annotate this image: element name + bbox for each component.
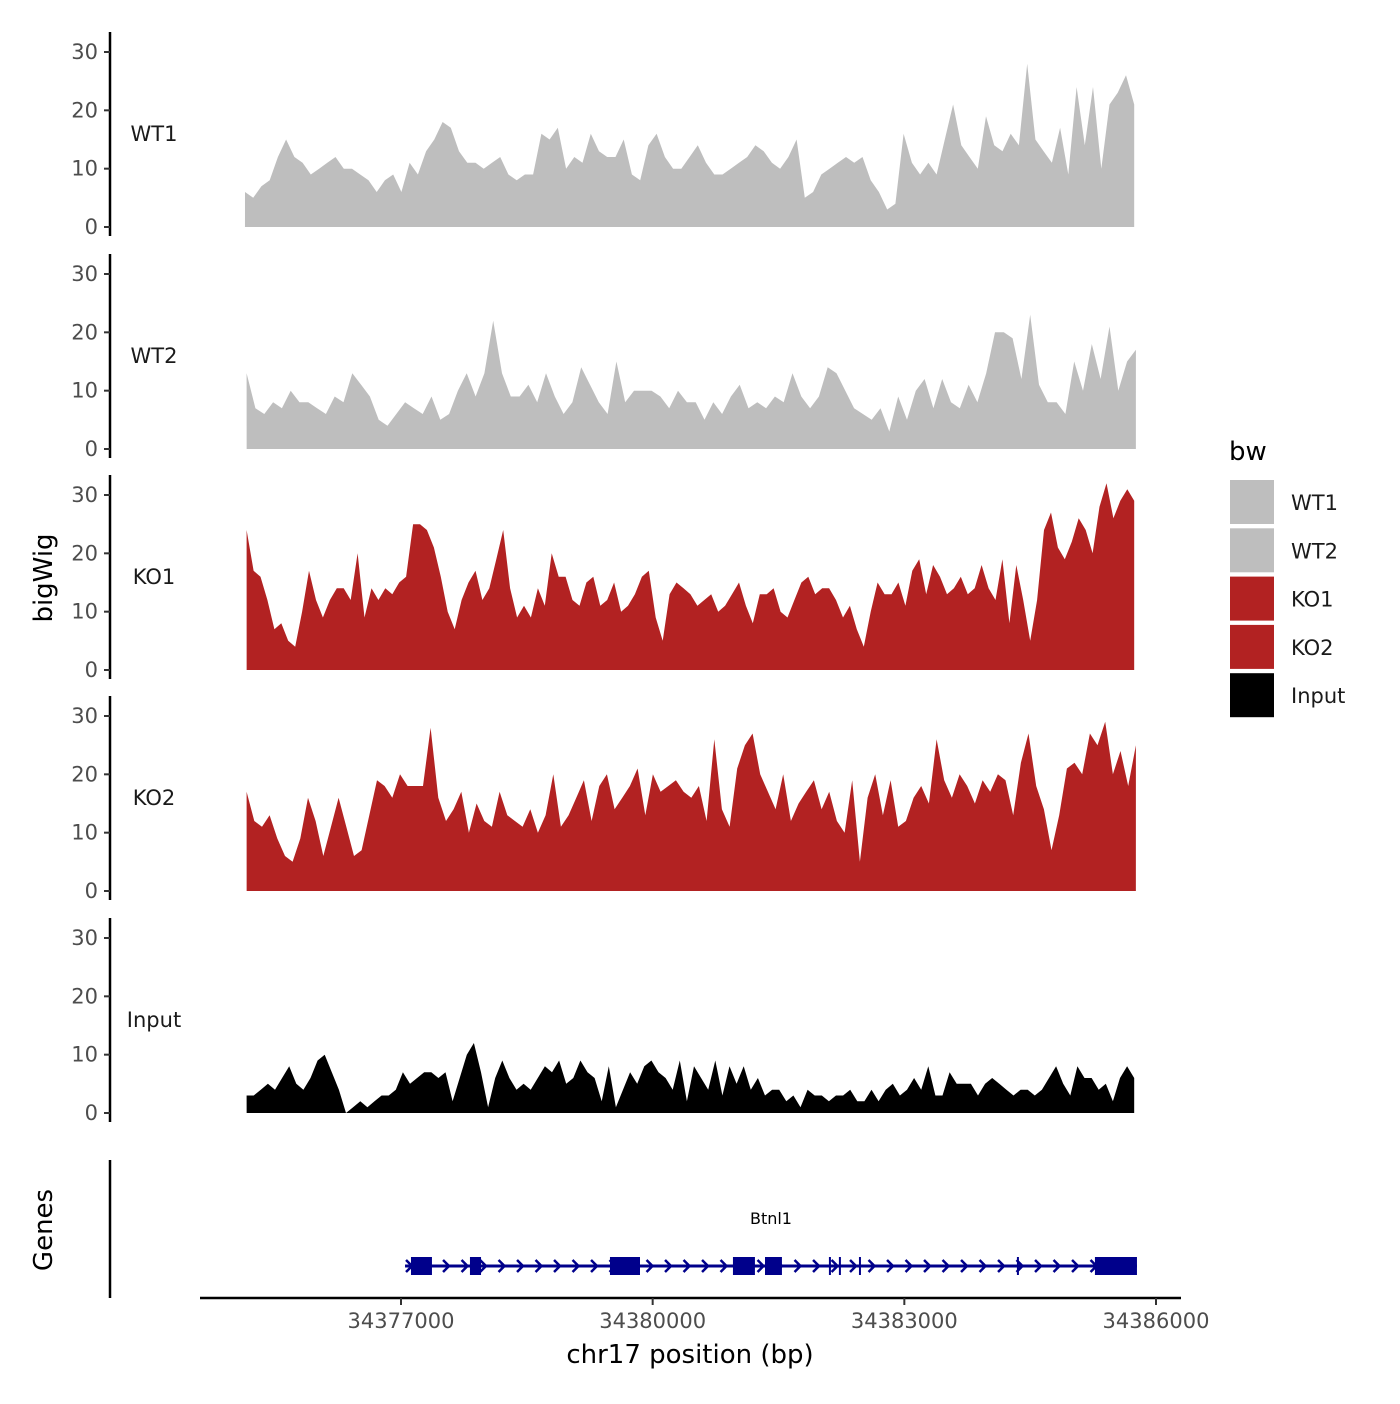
legend-entry-label: Input — [1291, 684, 1345, 708]
exon — [469, 1257, 482, 1275]
strand-arrow-icon — [886, 1259, 895, 1273]
exon — [732, 1257, 755, 1275]
coverage-area — [246, 483, 1135, 670]
strand-arrow-icon — [997, 1259, 1006, 1273]
strand-arrow-icon — [978, 1259, 988, 1273]
coverage-area — [244, 63, 1135, 228]
track-ko2: 0 10 20 30 KO2 — [71, 696, 1136, 903]
legend: bw WT1 WT2 KO1 KO2 Input — [1229, 437, 1345, 718]
strand-arrow-icon — [849, 1259, 858, 1273]
exon — [764, 1257, 782, 1275]
y-tick-label: 0 — [85, 1101, 98, 1125]
legend-title: bw — [1229, 437, 1267, 467]
y-tick-label: 10 — [71, 157, 98, 181]
strand-arrow-icon — [867, 1259, 877, 1273]
legend-entry-label: KO1 — [1291, 588, 1334, 612]
legend-swatch — [1230, 624, 1274, 669]
track-label: WT2 — [131, 344, 178, 368]
y-tick-label: 10 — [71, 600, 98, 624]
y-tick-label: 20 — [71, 541, 98, 565]
y-tick-label: 20 — [71, 762, 98, 786]
gene-name-label: Btnl1 — [750, 1209, 792, 1228]
strand-arrow-icon — [553, 1259, 562, 1273]
strand-arrow-icon — [479, 1259, 488, 1273]
strand-arrow-icon — [682, 1259, 692, 1273]
strand-arrow-icon — [664, 1259, 673, 1273]
exon — [609, 1257, 640, 1275]
strand-arrow-icon — [1034, 1259, 1043, 1273]
track-label: KO2 — [133, 786, 176, 810]
y-tick-label: 20 — [71, 320, 98, 344]
y-tick-label: 0 — [85, 437, 98, 461]
strand-arrow-icon — [960, 1259, 969, 1273]
strand-arrow-icon — [571, 1259, 581, 1273]
y-tick-label: 30 — [71, 704, 98, 728]
strand-arrow-icon — [442, 1259, 451, 1273]
x-axis-title: chr17 position (bp) — [566, 1340, 813, 1370]
strand-arrow-icon — [812, 1259, 821, 1273]
track-input: 0 10 20 30 Input — [71, 918, 1135, 1125]
coverage-area — [246, 1043, 1135, 1113]
coverage-area — [246, 314, 1136, 449]
legend-entry-label: WT2 — [1291, 539, 1338, 563]
exon — [1094, 1257, 1137, 1275]
x-tick-label: 34380000 — [599, 1309, 706, 1333]
strand-arrow-icon — [1071, 1259, 1080, 1273]
track-ko1: 0 10 20 30 KO1 — [71, 475, 1135, 682]
x-tick-label: 34386000 — [1103, 1309, 1210, 1333]
y-tick-label: 30 — [71, 483, 98, 507]
legend-entry-label: KO2 — [1291, 636, 1334, 660]
x-tick-label: 34377000 — [348, 1309, 455, 1333]
track-wt1: 0 10 20 30 WT1 — [71, 32, 1135, 239]
y-tick-label: 20 — [71, 98, 98, 122]
y-tick-label: 0 — [85, 215, 98, 239]
y-tick-label: 10 — [71, 821, 98, 845]
strand-arrow-icon — [497, 1259, 507, 1273]
strand-arrow-icon — [923, 1259, 932, 1273]
strand-arrow-icon — [1052, 1259, 1062, 1273]
strand-arrow-icon — [719, 1259, 729, 1273]
track-wt2: 0 10 20 30 WT2 — [71, 254, 1136, 461]
y-tick-label: 30 — [71, 40, 98, 64]
legend-swatch — [1230, 673, 1274, 718]
y-tick-label: 30 — [71, 926, 98, 950]
strand-arrow-icon — [590, 1259, 599, 1273]
legend-swatch — [1230, 480, 1274, 524]
coverage-area — [246, 721, 1136, 891]
strand-arrow-icon — [701, 1259, 710, 1273]
strand-arrow-icon — [516, 1259, 525, 1273]
strand-arrow-icon — [941, 1259, 951, 1273]
strand-arrow-icon — [830, 1259, 840, 1273]
y-tick-label: 20 — [71, 984, 98, 1008]
legend-swatch — [1230, 528, 1274, 573]
coverage-tracks: 0 10 20 30 WT1 0 10 20 30 WT2 0 10 20 30 KO1 0 10 20 30 KO2… — [71, 32, 1136, 1125]
strand-arrow-icon — [904, 1259, 914, 1273]
y-tick-label: 10 — [71, 1043, 98, 1067]
genes-axis-title: Genes — [29, 1189, 59, 1271]
track-label: Input — [127, 1008, 181, 1032]
x-axis: 34377000 34380000 34383000 34386000 — [200, 1296, 1210, 1333]
y-tick-label: 0 — [85, 879, 98, 903]
gene-track: Btnl1 — [108, 1160, 1137, 1298]
strand-arrow-icon — [534, 1259, 544, 1273]
strand-arrow-icon — [756, 1259, 766, 1273]
y-tick-label: 30 — [71, 262, 98, 286]
strand-arrow-icon — [460, 1259, 470, 1273]
exon — [410, 1257, 432, 1275]
y-tick-label: 0 — [85, 658, 98, 682]
x-tick-label: 34383000 — [851, 1309, 958, 1333]
strand-arrow-icon — [645, 1259, 655, 1273]
legend-swatch — [1230, 576, 1274, 621]
y-axis-title: bigWig — [29, 533, 59, 622]
track-label: KO1 — [133, 565, 176, 589]
legend-entry-label: WT1 — [1291, 491, 1338, 515]
strand-arrow-icon — [793, 1259, 803, 1273]
y-tick-label: 10 — [71, 379, 98, 403]
track-label: WT1 — [131, 122, 178, 146]
